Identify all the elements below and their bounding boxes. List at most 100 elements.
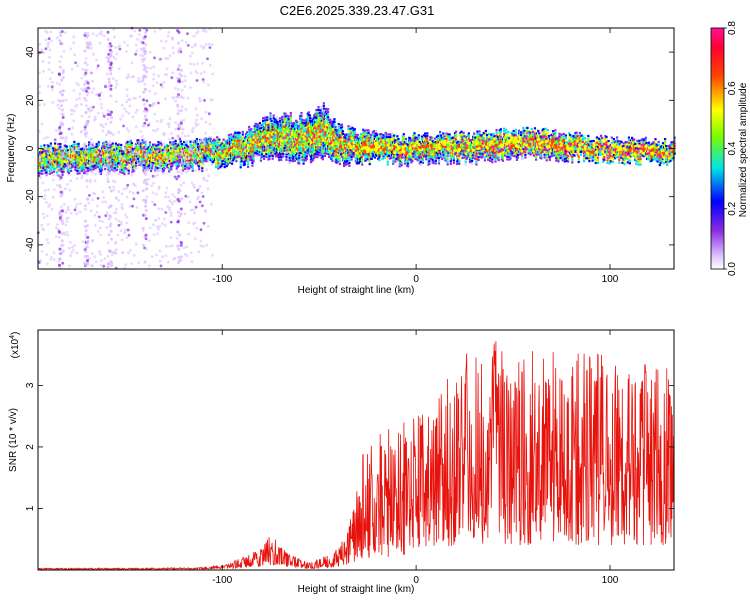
- heatmap-cell: [241, 141, 244, 144]
- heatmap-cell: [113, 159, 116, 162]
- heatmap-cell: [222, 141, 225, 144]
- heatmap-cell: [501, 151, 505, 154]
- heatmap-cell: [180, 143, 184, 146]
- heatmap-cell: [371, 136, 374, 139]
- heatmap-cell: [268, 152, 271, 155]
- heatmap-cell: [507, 131, 510, 134]
- heatmap-cell: [65, 150, 68, 154]
- heatmap-cell: [419, 142, 422, 145]
- heatmap-cell: [400, 158, 403, 162]
- heatmap-cell: [99, 162, 103, 165]
- heatmap-cell: [224, 161, 227, 164]
- heatmap-cell: [455, 138, 458, 141]
- heatmap-cell: [238, 131, 241, 134]
- heatmap-cell: [382, 134, 385, 137]
- heatmap-cell: [461, 146, 464, 149]
- heatmap-cell: [204, 140, 207, 143]
- heatmap-cell: [475, 163, 478, 166]
- heatmap-cell: [367, 131, 370, 135]
- heatmap-cell: [410, 150, 413, 153]
- heatmap-cell: [105, 154, 108, 157]
- heatmap-cell: [200, 158, 203, 161]
- heatmap-cell: [304, 135, 307, 138]
- heatmap-cell: [537, 132, 540, 135]
- heatmap-cell: [202, 149, 205, 153]
- heatmap-cell: [377, 152, 380, 155]
- heatmap-cell: [357, 162, 361, 165]
- heatmap-cell: [105, 151, 108, 154]
- heatmap-cell: [453, 137, 457, 140]
- heatmap-cell: [424, 132, 427, 135]
- heatmap-cell: [114, 142, 117, 145]
- heatmap-cell: [506, 158, 509, 161]
- heatmap-cell: [309, 137, 313, 140]
- heatmap-cell: [513, 144, 516, 147]
- heatmap-cell: [331, 157, 334, 160]
- heatmap-cell: [145, 160, 148, 163]
- heatmap-cell: [505, 131, 508, 134]
- heatmap-cell: [491, 155, 494, 158]
- heatmap-cell: [445, 135, 448, 138]
- heatmap-cell: [553, 135, 556, 138]
- heatmap-cell: [285, 158, 288, 161]
- heatmap-cell: [49, 142, 52, 145]
- heatmap-cell: [304, 140, 307, 143]
- heatmap-cell: [127, 172, 130, 175]
- heatmap-cell: [121, 152, 124, 156]
- heatmap-cell: [542, 133, 545, 136]
- heatmap-cell: [306, 147, 309, 150]
- heatmap-cell: [532, 151, 535, 154]
- heatmap-cell: [225, 157, 228, 160]
- heatmap-cell: [154, 148, 157, 151]
- heatmap-cell: [413, 132, 416, 135]
- heatmap-cell: [272, 138, 275, 141]
- heatmap-cell: [170, 147, 173, 150]
- heatmap-cell: [121, 168, 124, 171]
- heatmap-cell: [493, 151, 496, 154]
- heatmap-cell: [186, 150, 189, 153]
- heatmap-cell: [320, 125, 323, 128]
- heatmap-cell: [322, 102, 325, 105]
- heatmap-cell: [320, 114, 323, 117]
- heatmap-cell: [509, 157, 512, 160]
- heatmap-cell: [193, 142, 196, 145]
- heatmap-cell: [193, 153, 196, 156]
- heatmap-cell: [285, 153, 288, 156]
- heatmap-cell: [296, 147, 299, 150]
- heatmap-cell: [216, 141, 219, 144]
- heatmap-cell: [381, 157, 384, 161]
- heatmap-cell: [504, 151, 507, 154]
- heatmap-cell: [235, 146, 238, 149]
- heatmap-cell: [263, 147, 266, 150]
- heatmap-cell: [504, 154, 507, 157]
- heatmap-cell: [221, 163, 224, 166]
- heatmap-cell: [473, 145, 476, 148]
- heatmap-cell: [135, 159, 138, 162]
- heatmap-cell: [321, 155, 324, 158]
- heatmap-cell: [182, 164, 185, 167]
- heatmap-cell: [311, 149, 314, 152]
- heatmap-cell: [170, 165, 173, 168]
- heatmap-cell: [200, 150, 203, 153]
- heatmap-cell: [296, 123, 299, 126]
- heatmap-cell: [62, 170, 65, 173]
- heatmap-cell: [89, 165, 92, 168]
- heatmap-cell: [227, 152, 230, 155]
- heatmap-cell: [172, 154, 175, 157]
- heatmap-cell: [274, 155, 277, 158]
- heatmap-cell: [191, 169, 194, 172]
- heatmap-cell: [537, 148, 540, 151]
- heatmap-cell: [474, 139, 477, 142]
- heatmap-cell: [250, 130, 253, 133]
- heatmap-cell: [320, 151, 323, 154]
- heatmap-cell: [122, 161, 125, 164]
- heatmap-cell: [306, 149, 309, 152]
- heatmap-cell: [306, 117, 309, 120]
- heatmap-cell: [39, 169, 42, 172]
- heatmap-cell: [545, 159, 548, 162]
- heatmap-cell: [488, 133, 491, 136]
- heatmap-cell: [235, 136, 238, 139]
- heatmap-cell: [287, 155, 290, 158]
- heatmap-cell: [530, 127, 533, 131]
- heatmap-cell: [356, 144, 360, 147]
